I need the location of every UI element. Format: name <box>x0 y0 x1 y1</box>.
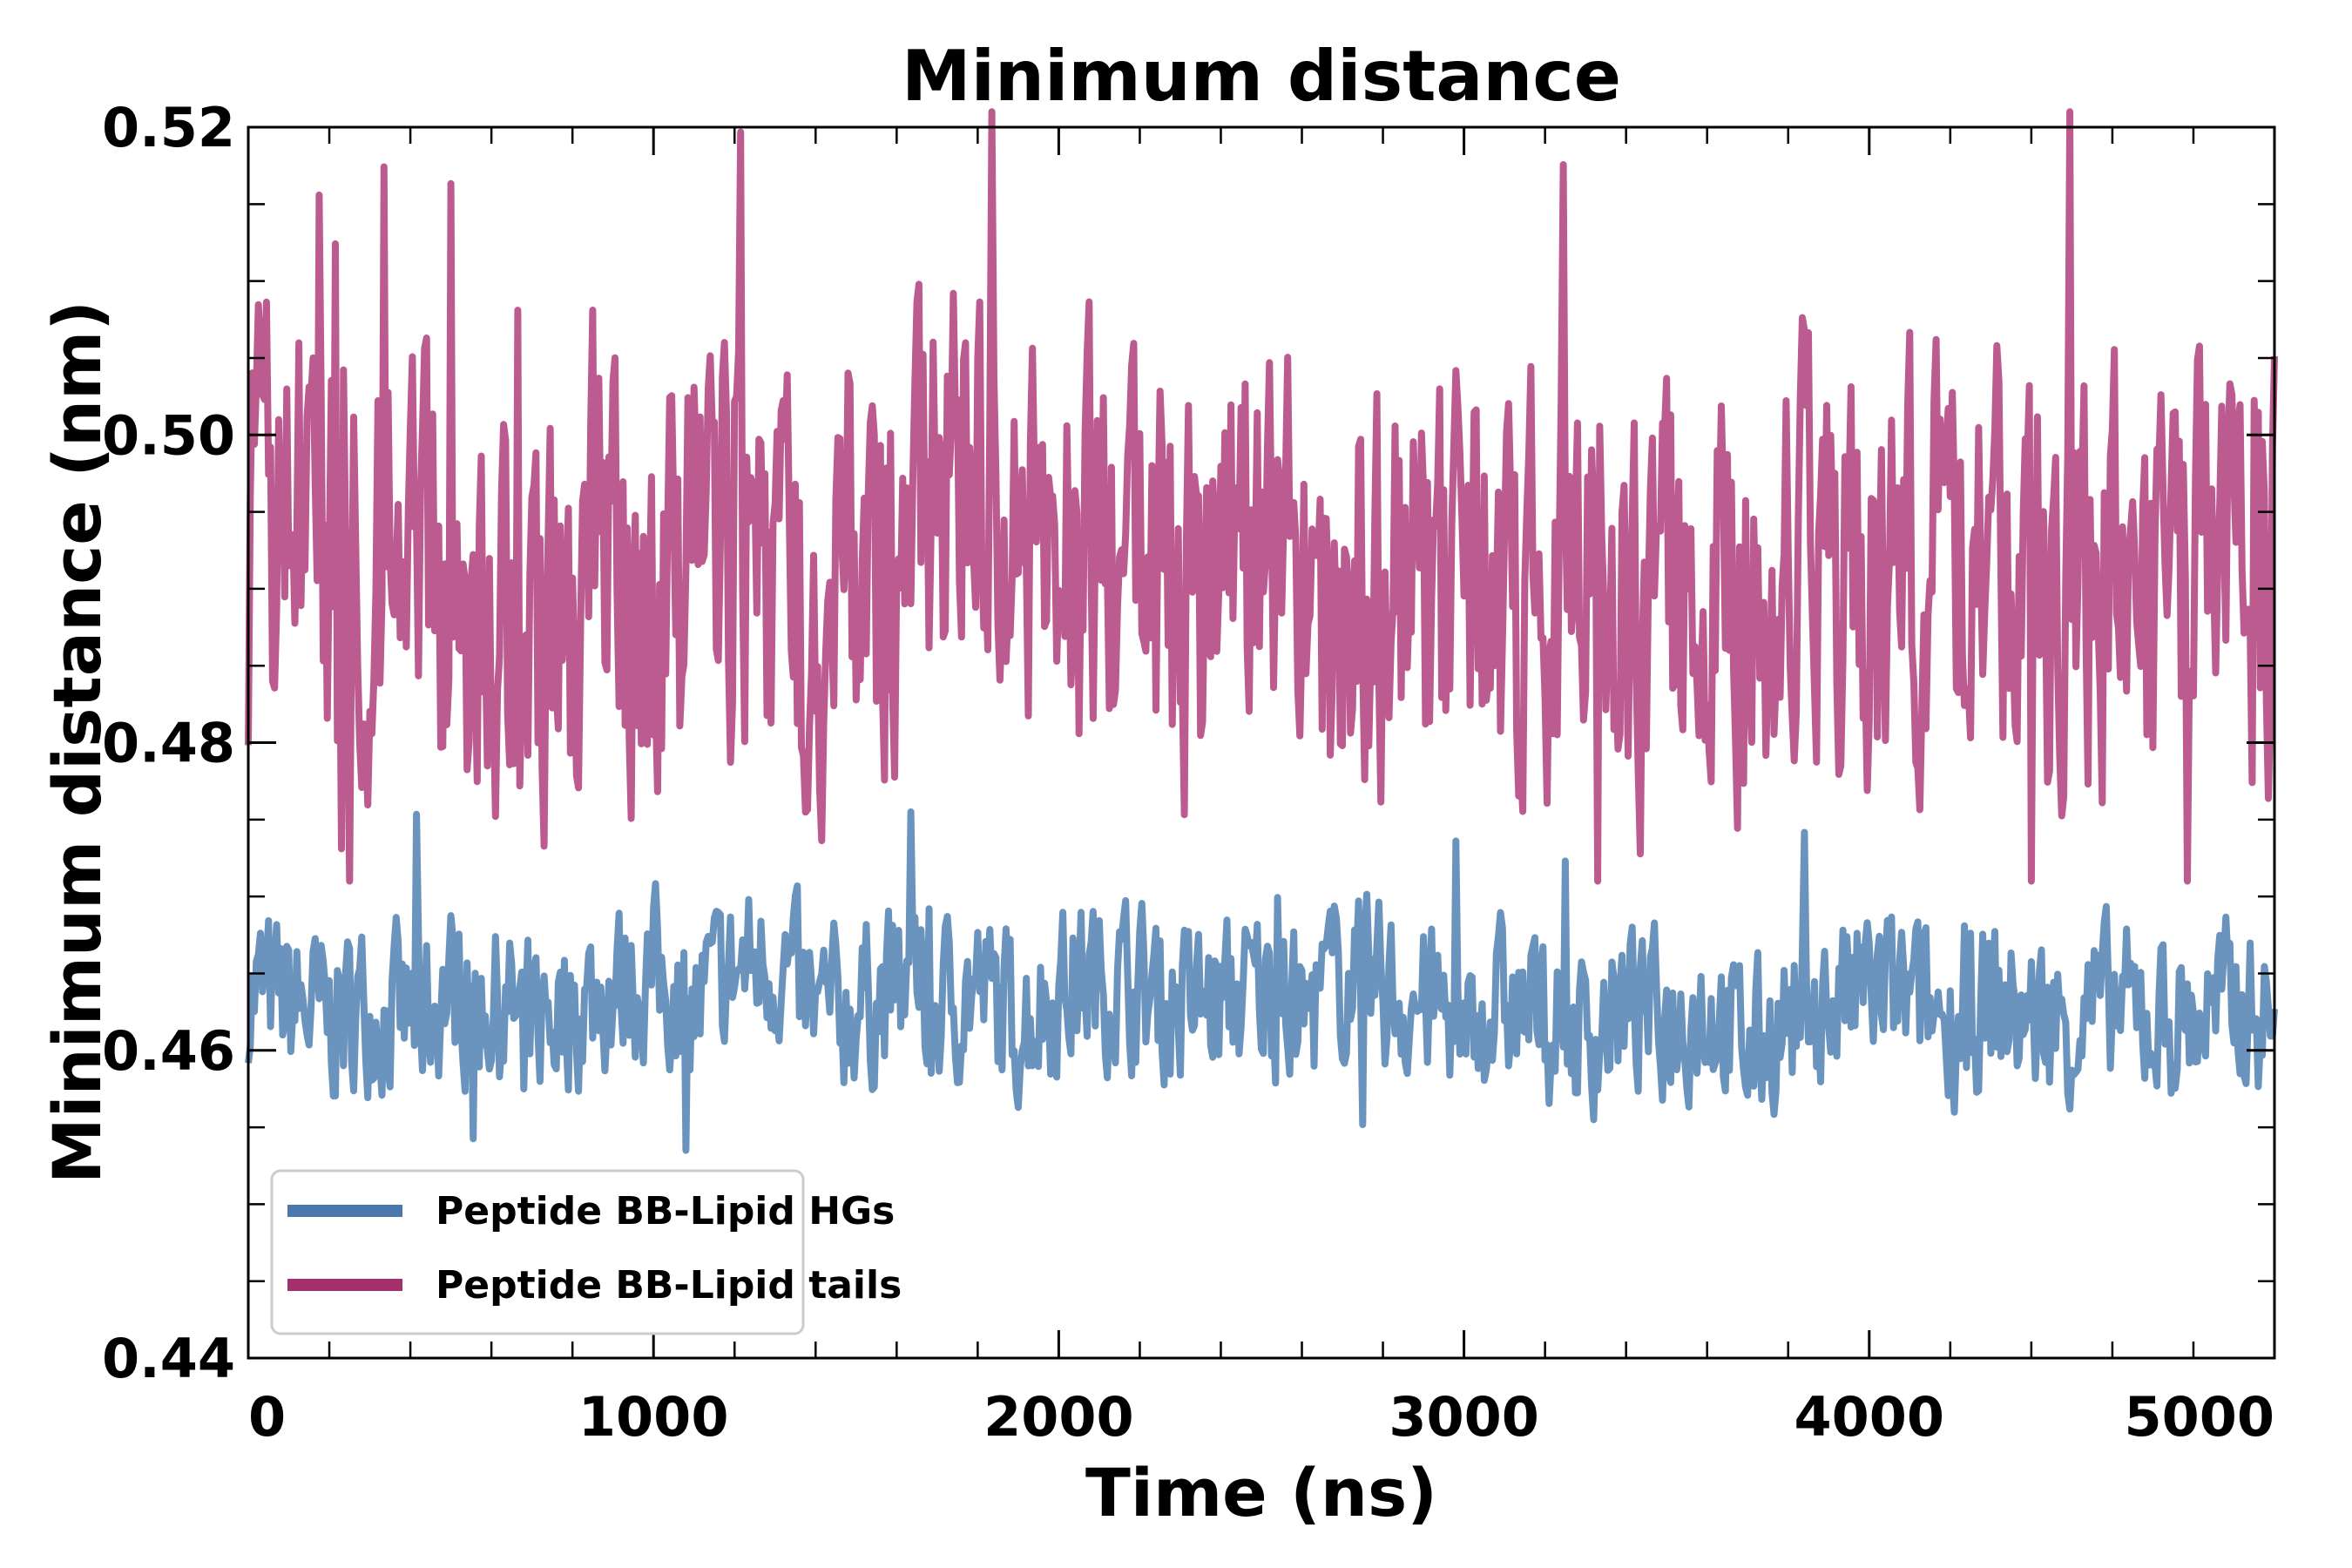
series-line-tails <box>245 108 2278 885</box>
legend-label-tails: Peptide BB-Lipid tails <box>436 1263 902 1308</box>
y-tick-label: 0.46 <box>102 1019 235 1083</box>
x-axis-label: Time (ns) <box>1085 1454 1437 1531</box>
x-tick-label: 3000 <box>1389 1385 1539 1449</box>
x-tick-label: 5000 <box>2124 1385 2274 1449</box>
series-line-hgs <box>245 808 2278 1154</box>
axis-ticks: 0 1000 2000 3000 4000 5000 0.44 0.46 0.48 0.50 0.5… <box>102 96 2276 1449</box>
legend: Peptide BB-Lipid HGs Peptide BB-Lipid ta… <box>270 1169 902 1335</box>
y-axis-label: Minimum distance (nm) <box>38 301 116 1184</box>
x-tick-label: 0 <box>248 1385 286 1449</box>
x-tick-label: 1000 <box>578 1385 729 1449</box>
y-tick-label: 0.50 <box>102 403 235 467</box>
legend-box <box>270 1169 805 1335</box>
x-tick-label: 4000 <box>1794 1385 1945 1449</box>
y-tick-label: 0.44 <box>102 1327 235 1390</box>
y-tick-label: 0.52 <box>102 96 235 159</box>
chart-title: Minimum distance <box>902 36 1621 117</box>
series-layer <box>245 108 2278 1154</box>
legend-label-hgs: Peptide BB-Lipid HGs <box>436 1189 895 1233</box>
y-tick-label: 0.48 <box>102 712 235 775</box>
x-tick-label: 2000 <box>983 1385 1134 1449</box>
